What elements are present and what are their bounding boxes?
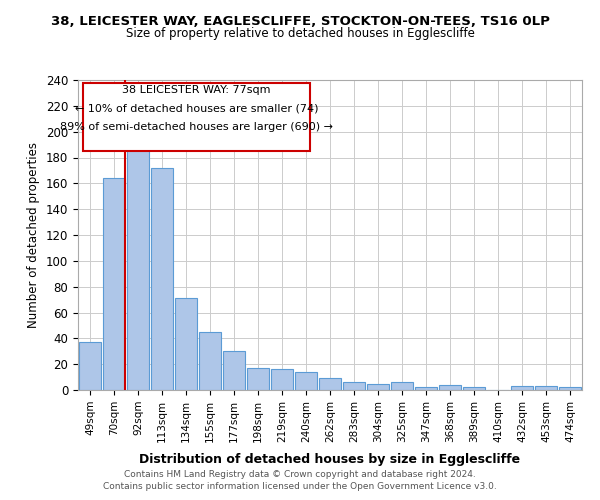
Bar bbox=[271, 370, 293, 390]
Text: Contains HM Land Registry data © Crown copyright and database right 2024.: Contains HM Land Registry data © Crown c… bbox=[124, 470, 476, 479]
Bar bbox=[175, 298, 197, 390]
Bar bbox=[199, 332, 221, 390]
Bar bbox=[367, 384, 389, 390]
Text: 38 LEICESTER WAY: 77sqm: 38 LEICESTER WAY: 77sqm bbox=[122, 84, 271, 94]
Bar bbox=[391, 382, 413, 390]
X-axis label: Distribution of detached houses by size in Egglescliffe: Distribution of detached houses by size … bbox=[139, 453, 521, 466]
Bar bbox=[127, 144, 149, 390]
Bar bbox=[343, 382, 365, 390]
Bar bbox=[223, 351, 245, 390]
Bar bbox=[103, 178, 125, 390]
Bar bbox=[511, 386, 533, 390]
Bar bbox=[415, 388, 437, 390]
Bar bbox=[463, 388, 485, 390]
Bar bbox=[79, 342, 101, 390]
Bar bbox=[247, 368, 269, 390]
Text: 38, LEICESTER WAY, EAGLESCLIFFE, STOCKTON-ON-TEES, TS16 0LP: 38, LEICESTER WAY, EAGLESCLIFFE, STOCKTO… bbox=[50, 15, 550, 28]
Bar bbox=[559, 388, 581, 390]
Bar bbox=[439, 385, 461, 390]
Text: ← 10% of detached houses are smaller (74): ← 10% of detached houses are smaller (74… bbox=[74, 104, 318, 114]
Text: 89% of semi-detached houses are larger (690) →: 89% of semi-detached houses are larger (… bbox=[60, 122, 333, 132]
Bar bbox=[151, 168, 173, 390]
Text: Size of property relative to detached houses in Egglescliffe: Size of property relative to detached ho… bbox=[125, 28, 475, 40]
Bar bbox=[295, 372, 317, 390]
Y-axis label: Number of detached properties: Number of detached properties bbox=[28, 142, 40, 328]
Bar bbox=[535, 386, 557, 390]
Bar bbox=[319, 378, 341, 390]
Text: Contains public sector information licensed under the Open Government Licence v3: Contains public sector information licen… bbox=[103, 482, 497, 491]
FancyBboxPatch shape bbox=[83, 83, 310, 152]
